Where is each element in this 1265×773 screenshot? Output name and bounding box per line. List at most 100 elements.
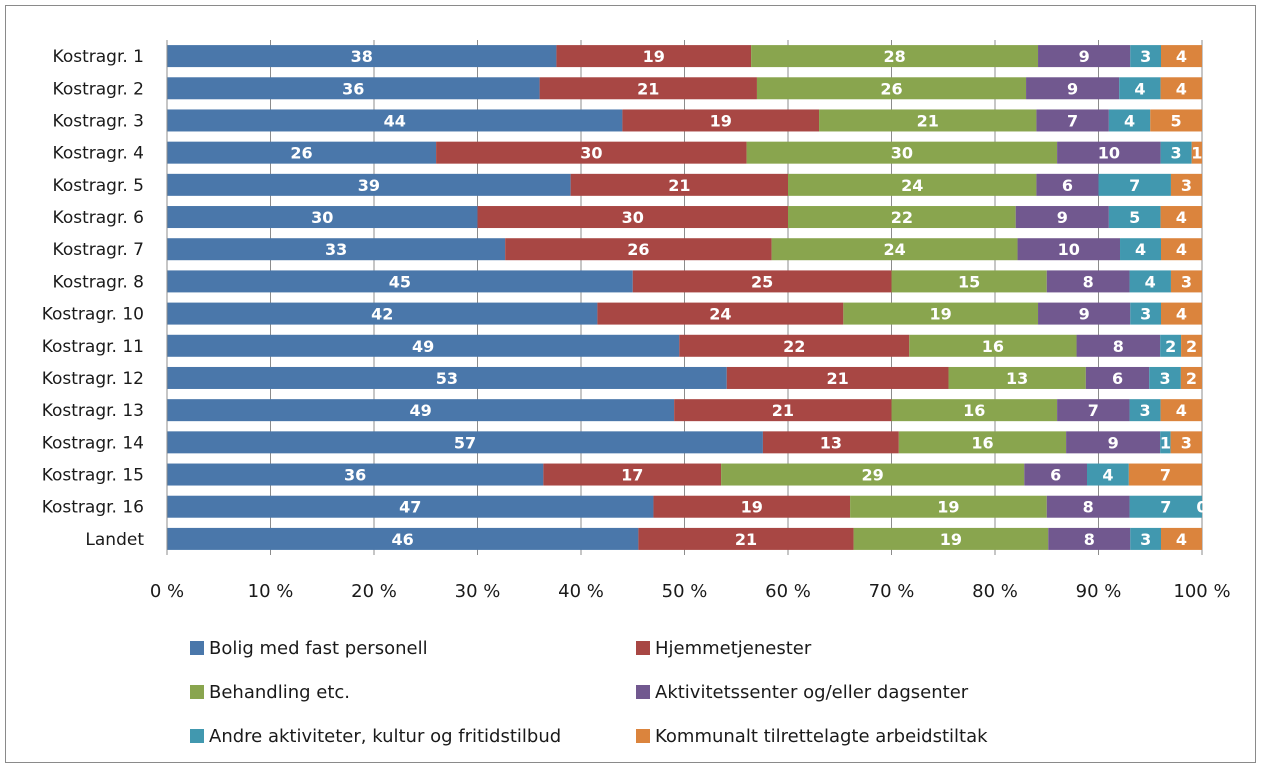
bar-segment xyxy=(1161,302,1202,325)
bar-segment xyxy=(622,109,820,132)
x-tick-label: 40 % xyxy=(558,581,604,602)
data-label: 7 xyxy=(1160,498,1171,517)
bar-segment xyxy=(721,463,1025,486)
legend-label: Andre aktiviteter, kultur og fritidstilb… xyxy=(209,726,561,747)
data-label: 2 xyxy=(1186,337,1197,356)
data-label: 30 xyxy=(891,144,913,163)
legend-swatch xyxy=(190,685,204,699)
legend-swatch xyxy=(636,641,650,655)
data-label: 22 xyxy=(783,337,805,356)
data-label: 8 xyxy=(1083,498,1094,517)
data-label: 13 xyxy=(1006,369,1028,388)
data-label: 49 xyxy=(412,337,434,356)
data-label: 3 xyxy=(1140,47,1151,66)
legend-label: Bolig med fast personell xyxy=(209,638,428,659)
data-label: 2 xyxy=(1165,337,1176,356)
data-label: 10 xyxy=(1058,240,1080,259)
bar-segment xyxy=(1180,366,1202,389)
category-label: Kostragr. 15 xyxy=(42,466,144,486)
bar-segment xyxy=(167,270,633,293)
data-label: 6 xyxy=(1062,176,1073,195)
bar-segment xyxy=(1170,173,1202,196)
data-label: 24 xyxy=(901,176,923,195)
data-label: 4 xyxy=(1102,466,1113,485)
category-label: Kostragr. 11 xyxy=(42,337,144,357)
data-label: 4 xyxy=(1176,47,1187,66)
data-label: 4 xyxy=(1176,240,1187,259)
data-label: 0 xyxy=(1196,498,1207,517)
category-label: Kostragr. 4 xyxy=(53,144,144,164)
data-label: 21 xyxy=(637,79,659,98)
data-label: 46 xyxy=(392,530,414,549)
data-label: 21 xyxy=(917,111,939,130)
bar-segment xyxy=(167,527,639,550)
data-label: 21 xyxy=(735,530,757,549)
bar-segment xyxy=(843,302,1039,325)
bar-segment xyxy=(1150,109,1202,132)
data-label: 39 xyxy=(358,176,380,195)
bar-segment xyxy=(556,45,752,68)
bar-segment xyxy=(1129,270,1171,293)
data-label: 4 xyxy=(1176,530,1187,549)
bar-segment xyxy=(751,45,1039,68)
data-label: 9 xyxy=(1079,305,1090,324)
legend-label: Hjemmetjenester xyxy=(655,638,812,659)
data-label: 3 xyxy=(1181,176,1192,195)
bar-segment xyxy=(167,141,437,164)
data-label: 42 xyxy=(371,305,393,324)
data-label: 15 xyxy=(958,272,980,291)
bar-segment xyxy=(167,399,675,422)
category-label: Kostragr. 7 xyxy=(53,240,144,260)
bar-segment xyxy=(1057,399,1130,422)
bar-segment xyxy=(167,206,478,229)
bar-segment xyxy=(771,238,1018,261)
bar-segment xyxy=(1024,463,1087,486)
x-tick-label: 20 % xyxy=(351,581,397,602)
bar-segment xyxy=(853,527,1049,550)
data-label: 8 xyxy=(1083,272,1094,291)
bar-segment xyxy=(436,141,747,164)
bar-segment xyxy=(898,431,1067,454)
bar-segment xyxy=(726,366,949,389)
data-label: 16 xyxy=(963,401,985,420)
data-label: 4 xyxy=(1124,111,1135,130)
bar-segment xyxy=(477,206,788,229)
data-label: 4 xyxy=(1135,240,1146,259)
data-label: 13 xyxy=(820,433,842,452)
category-label: Kostragr. 1 xyxy=(53,47,144,67)
data-label: 21 xyxy=(668,176,690,195)
data-label: 26 xyxy=(627,240,649,259)
category-label: Kostragr. 12 xyxy=(42,369,144,389)
bar-segment xyxy=(1160,77,1202,100)
category-label: Kostragr. 14 xyxy=(42,433,144,453)
bar-segment xyxy=(891,270,1047,293)
x-tick-label: 60 % xyxy=(765,581,811,602)
data-label: 2 xyxy=(1186,369,1197,388)
bar-segment xyxy=(1181,334,1202,357)
data-label: 47 xyxy=(399,498,421,517)
bar-segment xyxy=(638,527,854,550)
data-label: 3 xyxy=(1159,369,1170,388)
data-label: 19 xyxy=(710,111,732,130)
bar-segment xyxy=(1038,45,1131,68)
data-label: 19 xyxy=(643,47,665,66)
bar-segment xyxy=(1161,527,1202,550)
bar-segment xyxy=(1017,238,1121,261)
bar-segment xyxy=(1149,366,1181,389)
data-label: 5 xyxy=(1171,111,1182,130)
bar-segment xyxy=(167,77,540,100)
data-label: 4 xyxy=(1145,272,1156,291)
bar-segment xyxy=(167,109,623,132)
data-label: 24 xyxy=(709,305,731,324)
bar-segment xyxy=(167,463,544,486)
bar-segment xyxy=(1046,270,1130,293)
bar-segment xyxy=(1085,366,1150,389)
bar-segment xyxy=(1087,463,1129,486)
bar-segment xyxy=(167,302,598,325)
x-tick-label: 90 % xyxy=(1076,581,1122,602)
bar-segment xyxy=(1076,334,1161,357)
data-label: 38 xyxy=(351,47,373,66)
data-label: 4 xyxy=(1134,79,1145,98)
legend-label: Behandling etc. xyxy=(209,682,350,703)
